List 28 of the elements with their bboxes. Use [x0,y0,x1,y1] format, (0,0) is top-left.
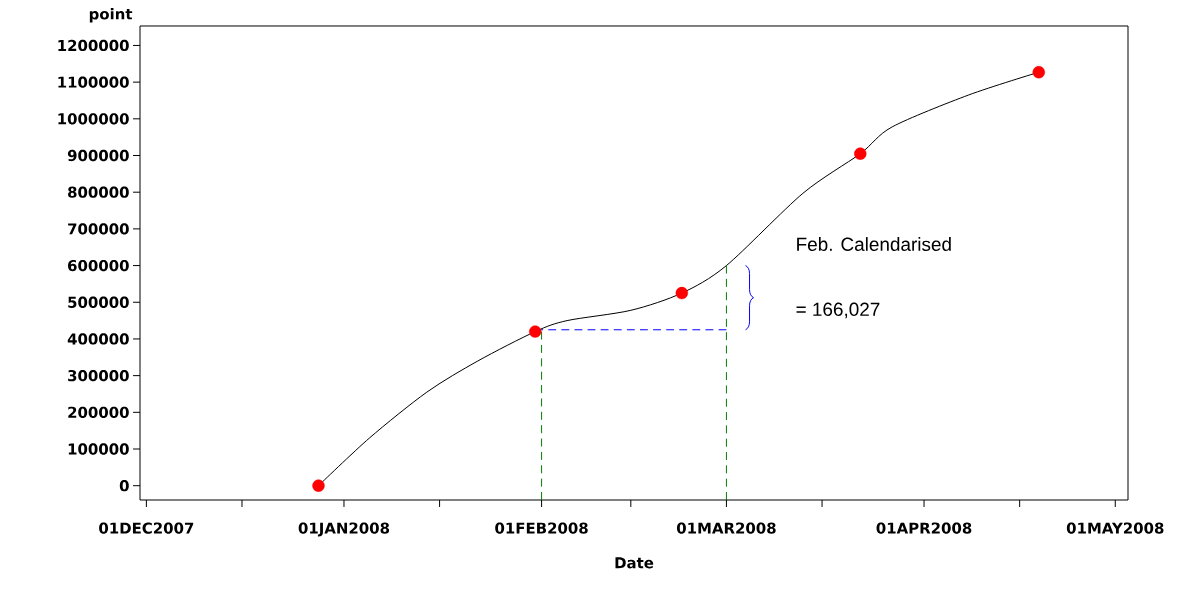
point [854,147,867,160]
y-tick-label: 1000000 [58,113,129,125]
y-axis-title: point [89,8,133,23]
annotation: = 166,027 [796,302,880,319]
point [1032,66,1045,79]
y-tick-label: 500000 [68,296,129,308]
point [675,286,688,300]
x-tick-label: 01JAN2008 [298,522,390,537]
y-tick-label: 200000 [68,406,129,418]
y-tick-label: 1100000 [58,76,129,88]
x-tick-label: 01MAR2008 [676,522,776,534]
y-tick-label: 700000 [68,223,129,235]
annotation: Feb. Calendarised [797,237,951,251]
y-tick-label: 1200000 [58,39,129,52]
y-tick-label: 600000 [68,259,129,272]
x-tick-label: 01DEC2007 [99,522,194,534]
x-axis-title: Date [615,557,654,569]
y-tick-label: 100000 [68,443,129,455]
point [312,479,325,492]
y-tick-label: 300000 [68,369,129,382]
x-tick-label: 01APR2008 [876,522,972,534]
y-tick-label: 0 [119,480,129,492]
y-tick-label: 900000 [67,149,129,162]
x-tick-label: 01FEB2008 [495,522,588,534]
point [529,325,542,338]
y-tick-label: 800000 [68,186,129,198]
y-tick-label: 400000 [67,333,129,345]
x-tick-label: 01MAY2008 [1066,522,1164,534]
